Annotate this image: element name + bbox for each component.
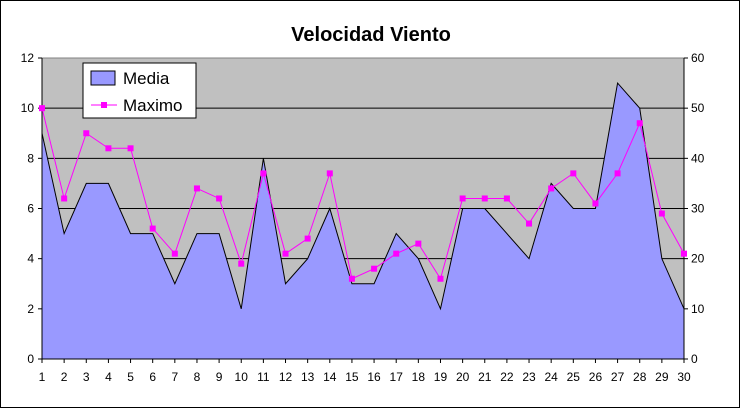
y-left-tick-label: 0 bbox=[27, 352, 34, 366]
y-left-tick-label: 6 bbox=[27, 202, 34, 216]
x-tick-label: 20 bbox=[456, 370, 470, 384]
maximo-point bbox=[348, 275, 355, 282]
maximo-point bbox=[415, 240, 422, 247]
y-right-tick-label: 30 bbox=[691, 202, 705, 216]
maximo-point bbox=[503, 195, 510, 202]
maximo-point bbox=[39, 105, 45, 112]
x-tick-label: 8 bbox=[194, 370, 201, 384]
maximo-point bbox=[149, 225, 156, 232]
y-left-tick-label: 2 bbox=[27, 302, 34, 316]
legend-marker-maximo bbox=[101, 102, 107, 108]
x-tick-label: 30 bbox=[677, 370, 691, 384]
maximo-point bbox=[127, 145, 134, 152]
chart-title: Velocidad Viento bbox=[291, 24, 451, 46]
legend: Media Maximo bbox=[82, 62, 197, 119]
y-left-tick-label: 10 bbox=[21, 101, 35, 115]
x-tick-label: 16 bbox=[367, 370, 381, 384]
x-tick-label: 27 bbox=[611, 370, 625, 384]
y-right-tick-label: 40 bbox=[691, 151, 705, 165]
x-tick-label: 3 bbox=[83, 370, 90, 384]
legend-label-media: Media bbox=[123, 69, 170, 88]
x-tick-label: 4 bbox=[105, 370, 112, 384]
series-maximo-markers bbox=[39, 105, 687, 282]
x-tick-label: 13 bbox=[301, 370, 315, 384]
y-right-tick-label: 0 bbox=[691, 352, 698, 366]
maximo-point bbox=[238, 260, 245, 267]
x-tick-label: 24 bbox=[544, 370, 558, 384]
x-tick-label: 2 bbox=[61, 370, 68, 384]
maximo-point bbox=[260, 170, 267, 177]
maximo-point bbox=[371, 265, 378, 272]
maximo-point bbox=[570, 170, 577, 177]
maximo-point bbox=[681, 250, 687, 257]
maximo-point bbox=[481, 195, 488, 202]
maximo-point bbox=[282, 250, 289, 257]
x-tick-label: 23 bbox=[522, 370, 536, 384]
maximo-point bbox=[171, 250, 178, 257]
x-tick-label: 1 bbox=[39, 370, 46, 384]
y-right-tick-label: 60 bbox=[691, 51, 705, 65]
x-tick-label: 28 bbox=[633, 370, 647, 384]
x-tick-label: 14 bbox=[323, 370, 337, 384]
maximo-point bbox=[526, 220, 533, 227]
y-right-ticks: 0 10 20 30 40 50 60 bbox=[684, 51, 705, 366]
x-tick-label: 11 bbox=[257, 370, 270, 384]
series-maximo-line bbox=[41, 108, 685, 280]
x-tick-label: 22 bbox=[500, 370, 514, 384]
x-tick-label: 26 bbox=[589, 370, 603, 384]
y-left-ticks: 0 2 4 6 8 10 12 bbox=[21, 51, 42, 366]
legend-label-maximo: Maximo bbox=[123, 96, 183, 115]
x-tick-label: 17 bbox=[390, 370, 404, 384]
maximo-point bbox=[193, 185, 200, 192]
maximo-point bbox=[548, 185, 555, 192]
maximo-point bbox=[83, 130, 90, 137]
y-left-tick-label: 12 bbox=[21, 51, 35, 65]
maximo-point bbox=[326, 170, 333, 177]
x-tick-label: 18 bbox=[412, 370, 426, 384]
x-tick-label: 12 bbox=[279, 370, 293, 384]
maximo-point bbox=[393, 250, 400, 257]
maximo-point bbox=[459, 195, 466, 202]
x-tick-label: 15 bbox=[345, 370, 359, 384]
maximo-point bbox=[592, 200, 599, 207]
x-tick-label: 21 bbox=[478, 370, 492, 384]
x-tick-label: 19 bbox=[434, 370, 448, 384]
x-tick-label: 5 bbox=[127, 370, 134, 384]
maximo-point bbox=[614, 170, 621, 177]
x-tick-label: 29 bbox=[655, 370, 669, 384]
y-left-tick-label: 8 bbox=[27, 151, 34, 165]
x-ticks: 1 2 3 4 5 6 7 8 9 10 11 12 13 14 15 16 17 18 19 20 21 22 23 24 2… bbox=[39, 359, 691, 384]
y-left-tick-label: 4 bbox=[27, 252, 34, 266]
maximo-point bbox=[105, 145, 112, 152]
x-tick-label: 6 bbox=[149, 370, 156, 384]
x-tick-label: 7 bbox=[171, 370, 178, 384]
legend-swatch-media bbox=[90, 70, 116, 86]
maximo-point bbox=[636, 120, 643, 127]
x-tick-label: 25 bbox=[567, 370, 581, 384]
y-right-tick-label: 20 bbox=[691, 252, 705, 266]
maximo-point bbox=[304, 235, 311, 242]
y-right-tick-label: 10 bbox=[691, 302, 705, 316]
maximo-point bbox=[658, 210, 665, 217]
x-tick-label: 10 bbox=[235, 370, 249, 384]
series-media-area bbox=[41, 81, 685, 360]
y-right-tick-label: 50 bbox=[691, 101, 705, 115]
x-tick-label: 9 bbox=[216, 370, 223, 384]
maximo-point bbox=[61, 195, 68, 202]
maximo-point bbox=[216, 195, 223, 202]
maximo-point bbox=[437, 275, 444, 282]
